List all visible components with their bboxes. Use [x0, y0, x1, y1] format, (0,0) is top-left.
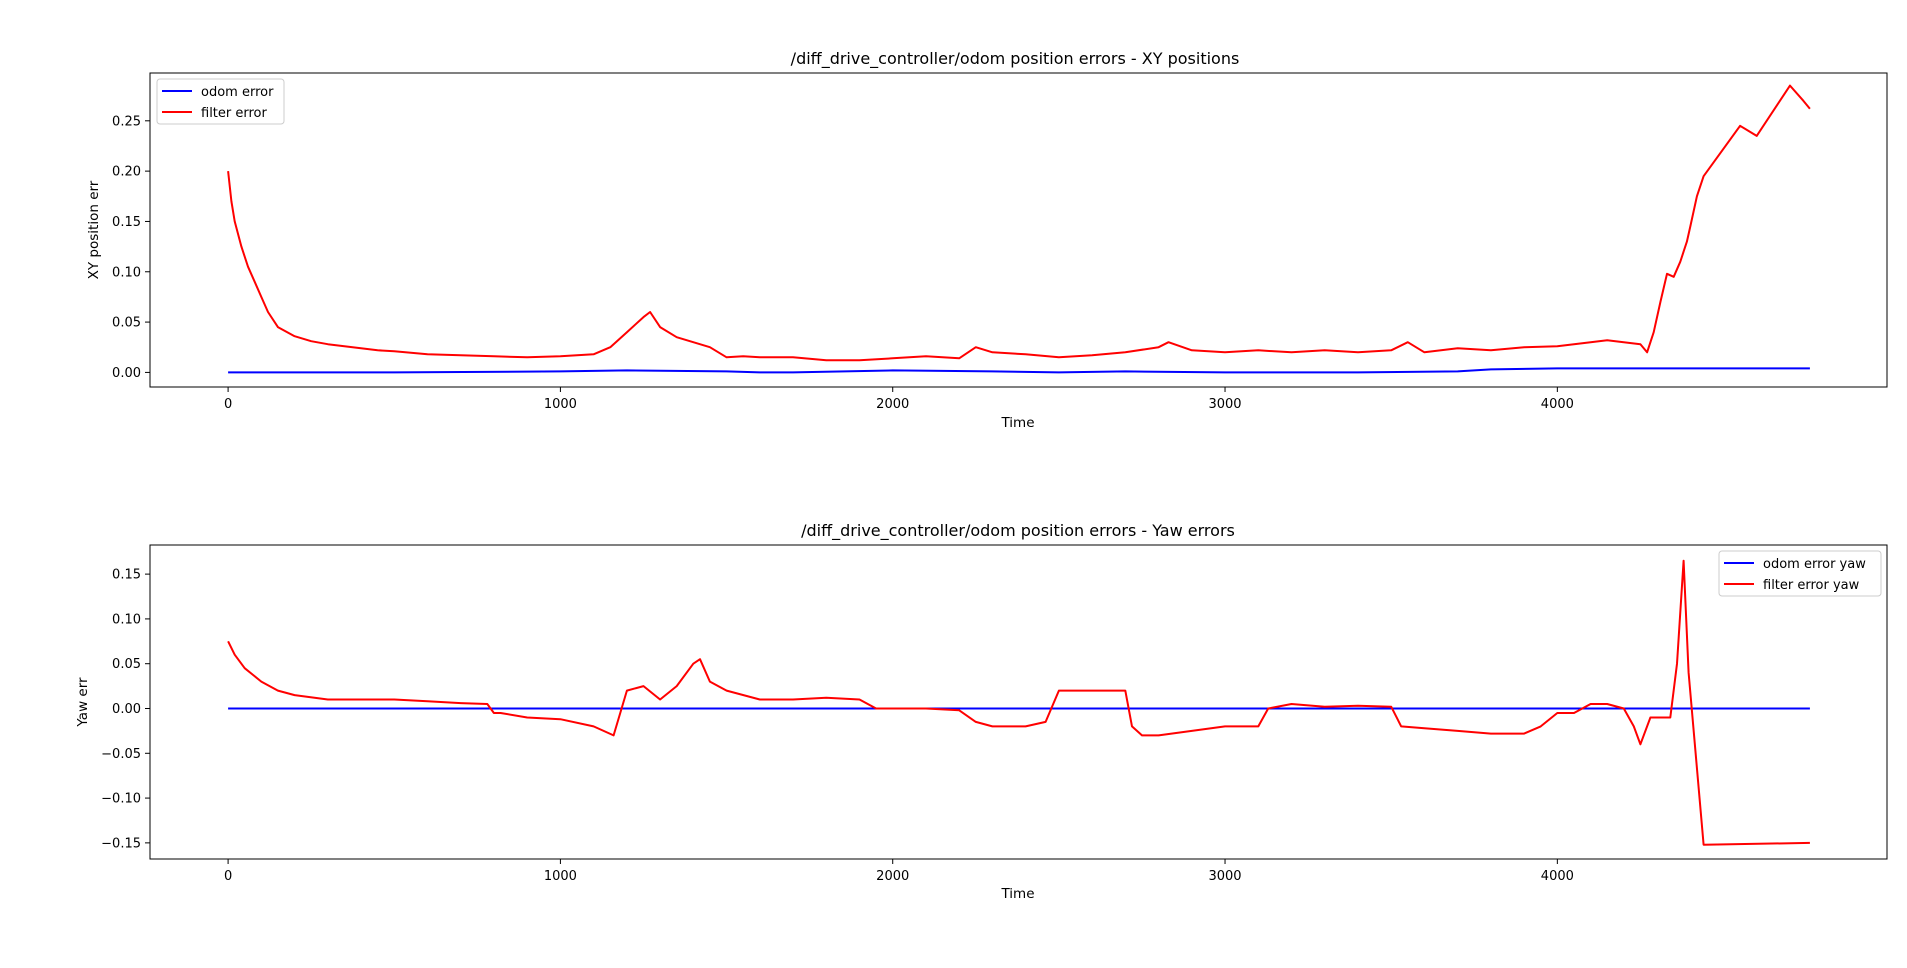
xy-position-plot: /diff_drive_controller/odom position err…: [86, 49, 1888, 431]
yaw-x-ticks: 0 1000 2000 3000 4000: [224, 859, 1574, 884]
yaw-x-tick-label: 2000: [876, 869, 909, 884]
xy-x-tick-label: 3000: [1208, 397, 1241, 412]
xy-x-tick-label: 4000: [1541, 397, 1574, 412]
xy-y-axis-label: XY position err: [86, 180, 102, 279]
xy-series-odom-line: [228, 367, 1810, 374]
yaw-plot-title: /diff_drive_controller/odom position err…: [801, 521, 1235, 541]
xy-y-tick-label: 0.15: [112, 215, 141, 230]
yaw-y-tick-label: −0.10: [101, 792, 141, 807]
yaw-y-ticks: −0.15 −0.10 −0.05 0.00 0.05 0.10 0.15: [101, 568, 150, 851]
xy-legend-filter-label: filter error: [201, 106, 267, 121]
xy-legend-odom-label: odom error: [201, 85, 274, 100]
yaw-x-tick-label: 1000: [544, 869, 577, 884]
yaw-legend: odom error yaw filter error yaw: [1718, 550, 1882, 597]
yaw-y-tick-label: 0.00: [112, 702, 141, 717]
xy-x-axis-label: Time: [1000, 415, 1034, 431]
xy-y-tick-label: 0.00: [112, 366, 141, 381]
yaw-y-tick-label: −0.05: [101, 747, 141, 762]
yaw-series-filter-line: [227, 559, 1810, 846]
yaw-x-axis-label: Time: [1000, 886, 1034, 902]
xy-y-tick-label: 0.20: [112, 165, 141, 180]
yaw-legend-box: [1718, 550, 1882, 597]
xy-y-tick-label: 0.05: [112, 316, 141, 331]
xy-x-ticks: 0 1000 2000 3000 4000: [224, 387, 1574, 412]
yaw-y-tick-label: 0.05: [112, 657, 141, 672]
yaw-y-tick-label: −0.15: [101, 836, 141, 851]
yaw-y-tick-label: 0.10: [112, 612, 141, 627]
xy-plot-frame: [149, 72, 1888, 388]
yaw-legend-odom-label: odom error yaw: [1763, 557, 1866, 572]
yaw-y-tick-label: 0.15: [112, 568, 141, 583]
yaw-x-tick-label: 0: [224, 869, 232, 884]
yaw-x-tick-label: 4000: [1541, 869, 1574, 884]
xy-y-tick-label: 0.10: [112, 265, 141, 280]
xy-series-filter-line: [227, 84, 1811, 362]
xy-x-tick-label: 2000: [876, 397, 909, 412]
yaw-plot-frame: [149, 544, 1888, 860]
yaw-x-tick-label: 3000: [1208, 869, 1241, 884]
xy-legend: odom error filter error: [156, 78, 285, 125]
xy-series-group: [227, 84, 1811, 374]
xy-y-tick-label: 0.25: [112, 114, 141, 129]
xy-plot-title: /diff_drive_controller/odom position err…: [791, 49, 1240, 69]
xy-x-tick-label: 0: [224, 397, 232, 412]
xy-x-tick-label: 1000: [544, 397, 577, 412]
yaw-legend-filter-label: filter error yaw: [1763, 578, 1860, 593]
xy-y-ticks: 0.00 0.05 0.10 0.15 0.20 0.25: [112, 114, 150, 381]
yaw-error-plot: /diff_drive_controller/odom position err…: [75, 521, 1888, 902]
yaw-y-axis-label: Yaw err: [75, 677, 91, 728]
yaw-series-group: [227, 559, 1810, 846]
